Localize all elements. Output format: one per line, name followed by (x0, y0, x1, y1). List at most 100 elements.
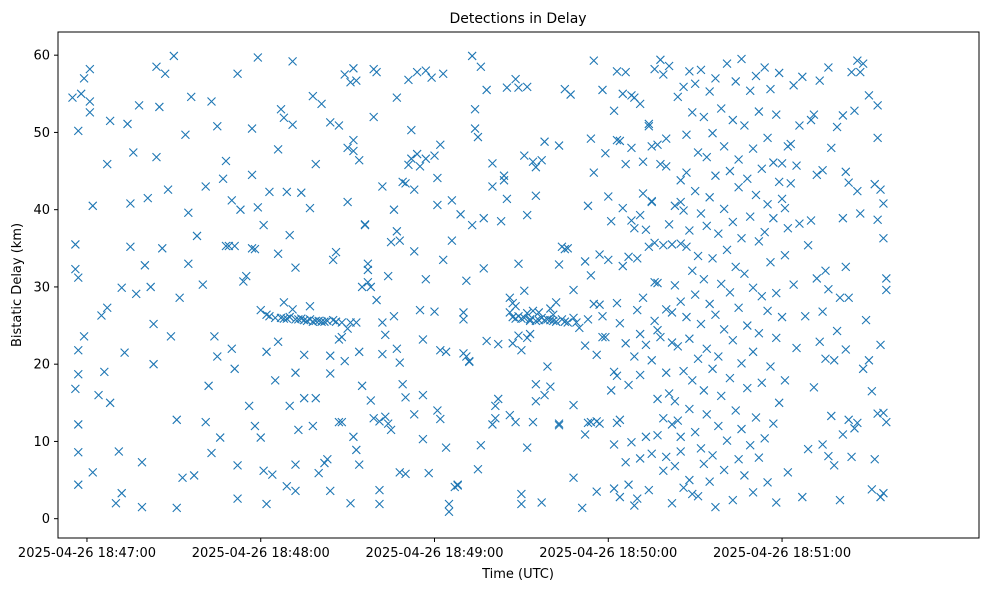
data-point-marker (380, 330, 390, 340)
data-point-marker (635, 370, 645, 380)
data-point-marker (412, 67, 422, 77)
data-point-marker (117, 283, 127, 293)
data-point-marker (522, 443, 532, 453)
data-point-marker (740, 471, 749, 480)
data-point-marker (134, 101, 144, 110)
data-point-marker (876, 492, 885, 502)
data-point-marker (433, 200, 442, 210)
data-point-marker (288, 120, 297, 130)
data-point-marker (609, 106, 619, 116)
data-point-marker (629, 352, 639, 361)
data-point-marker (647, 355, 657, 365)
data-point-marker (577, 503, 587, 513)
data-point-marker (456, 209, 465, 219)
data-point-marker (864, 90, 874, 100)
data-point-marker (783, 223, 793, 233)
data-point-marker (711, 73, 720, 83)
data-point-marker (70, 384, 80, 394)
data-point-marker (595, 250, 604, 259)
data-point-marker (207, 448, 216, 458)
data-point-marker (609, 367, 619, 377)
data-point-marker (569, 285, 578, 295)
data-point-marker (815, 337, 825, 347)
data-point-marker (279, 297, 289, 307)
data-point-marker (734, 182, 744, 192)
data-point-marker (73, 369, 83, 379)
data-point-marker (771, 288, 781, 298)
data-point-marker (337, 417, 347, 427)
data-point-marker (282, 314, 292, 323)
data-point-marker (635, 210, 645, 220)
data-point-marker (812, 170, 822, 180)
data-point-marker (583, 314, 593, 324)
data-point-marker (404, 160, 413, 170)
data-point-marker (621, 457, 631, 467)
data-point-marker (519, 313, 529, 323)
data-point-marker (647, 449, 657, 459)
data-point-marker (751, 71, 761, 81)
data-point-marker (699, 112, 709, 122)
data-point-marker (679, 366, 688, 376)
x-tick-label: 2025-04-26 18:48:00 (192, 546, 330, 561)
data-point-marker (644, 121, 654, 131)
data-point-marker (690, 186, 700, 196)
data-point-marker (757, 291, 767, 301)
data-point-marker (838, 213, 848, 223)
data-point-marker (349, 135, 358, 145)
data-point-marker (517, 489, 526, 499)
data-point-marker (126, 199, 135, 208)
data-point-marker (653, 325, 662, 335)
data-point-marker (800, 311, 810, 321)
data-point-marker (102, 159, 112, 169)
data-point-marker (748, 144, 758, 154)
data-point-marker (551, 317, 561, 327)
data-point-marker (238, 277, 248, 286)
data-point-marker (406, 154, 416, 164)
data-point-marker (444, 507, 454, 517)
data-point-marker (768, 158, 778, 167)
data-point-marker (595, 300, 604, 310)
data-point-marker (653, 140, 662, 150)
data-point-marker (679, 82, 688, 92)
data-point-marker (262, 347, 271, 357)
data-point-marker (325, 486, 335, 496)
data-point-marker (545, 315, 555, 325)
data-point-marker (580, 430, 590, 439)
data-point-marker (867, 484, 877, 494)
data-point-marker (656, 332, 665, 342)
data-point-marker (143, 193, 153, 203)
data-point-marker (250, 244, 260, 254)
data-point-marker (702, 410, 712, 419)
data-point-marker (737, 424, 746, 434)
data-point-marker (876, 185, 885, 194)
data-point-marker (708, 364, 717, 374)
y-axis: 0 10 20 30 40 50 60 (33, 49, 58, 527)
data-point-marker (409, 185, 419, 194)
data-point-marker (343, 143, 353, 153)
data-point-marker (349, 63, 358, 73)
data-point-marker (441, 443, 451, 453)
data-point-marker (502, 194, 512, 204)
y-tick-label: 30 (33, 280, 50, 295)
data-point-marker (270, 376, 280, 385)
data-point-marker (598, 332, 607, 342)
data-point-marker (560, 317, 570, 327)
data-point-marker (699, 386, 709, 395)
data-point-marker (589, 56, 599, 65)
data-point-marker (661, 452, 671, 462)
data-point-marker (149, 319, 158, 329)
data-point-marker (543, 314, 552, 324)
data-point-marker (641, 225, 651, 235)
data-point-marker (157, 243, 167, 253)
data-point-marker (679, 483, 688, 493)
data-point-marker (815, 76, 825, 86)
data-point-marker (748, 347, 758, 357)
data-point-marker (525, 329, 535, 339)
data-point-marker (221, 156, 231, 166)
data-point-marker (340, 356, 350, 366)
data-point-marker (554, 419, 564, 429)
data-point-marker (650, 277, 660, 287)
data-point-marker (606, 216, 616, 226)
data-point-marker (615, 318, 625, 328)
data-point-marker (433, 406, 442, 415)
